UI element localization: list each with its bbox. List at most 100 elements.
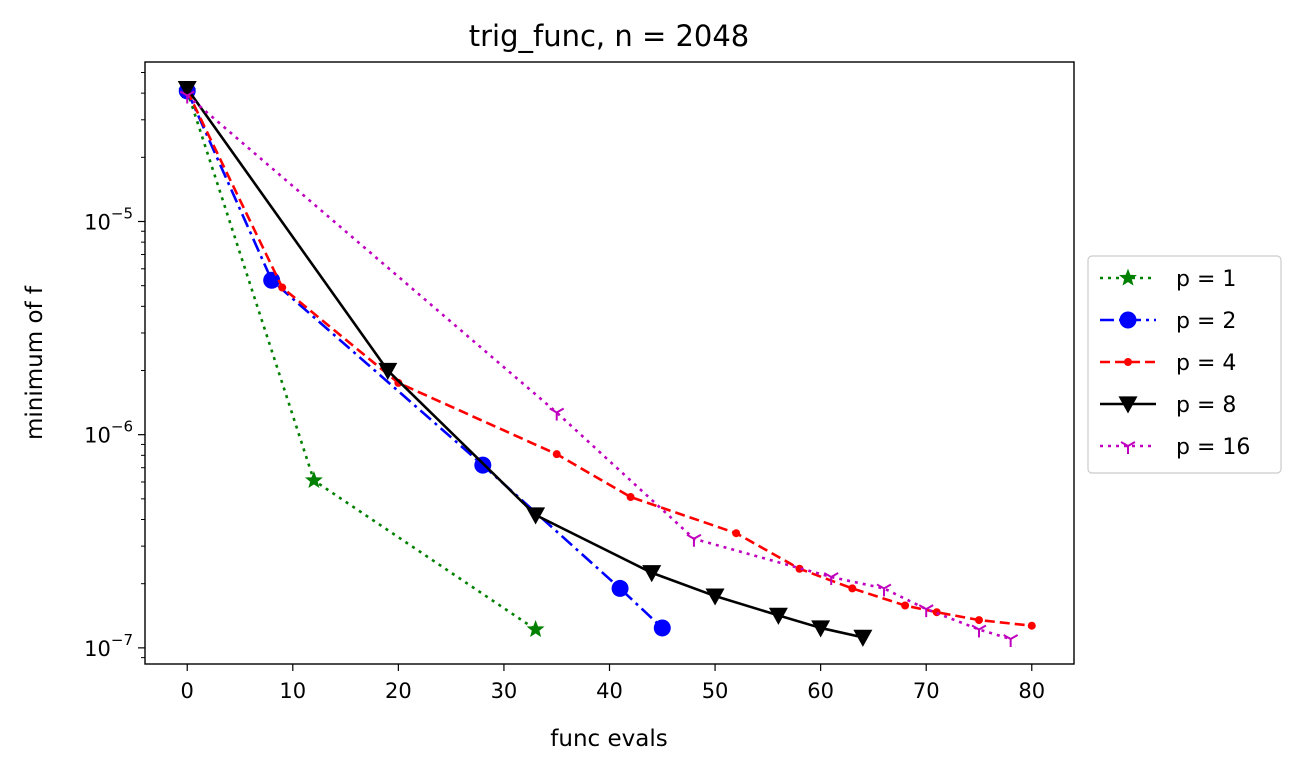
circle-marker-shape <box>611 579 629 597</box>
data-point <box>901 601 910 610</box>
y-tick-label-exponent: −6 <box>111 418 133 436</box>
legend-marker <box>1119 268 1137 286</box>
triangle-marker-shape <box>177 81 197 99</box>
point-marker-shape <box>932 608 941 617</box>
x-tick-label: 50 <box>702 679 729 703</box>
point-marker-shape <box>278 283 287 292</box>
tri-marker-arm <box>693 533 702 540</box>
legend-label: p = 16 <box>1176 435 1250 460</box>
legend-marker <box>1118 396 1138 414</box>
tri-marker-arm <box>179 90 188 97</box>
legend-item: p = 4 <box>1100 351 1236 376</box>
point-marker-shape <box>901 601 910 610</box>
series-5 <box>179 90 1019 648</box>
data-point <box>686 533 702 547</box>
data-point <box>932 608 941 617</box>
data-point <box>971 624 987 638</box>
data-point <box>626 493 635 502</box>
legend-item: p = 8 <box>1100 393 1236 418</box>
data-point <box>974 616 983 625</box>
triangle-marker-shape <box>526 507 546 525</box>
data-point <box>549 407 565 421</box>
point-marker-shape <box>1124 358 1132 366</box>
legend: p = 1 p = 2 p = 4 p = 8 p = 16 <box>1087 255 1282 474</box>
point-marker-shape <box>1027 621 1036 630</box>
data-point <box>1027 621 1036 630</box>
data-point <box>378 362 398 381</box>
point-marker-shape <box>795 564 804 573</box>
data-point <box>848 584 857 593</box>
tri-marker-arm <box>925 604 934 610</box>
legend-label: p = 8 <box>1176 393 1236 418</box>
y-tick-label: 10−5 <box>84 204 133 234</box>
series-3 <box>183 86 1036 630</box>
x-tick-label: 30 <box>491 679 518 703</box>
axes-frame <box>144 61 1075 665</box>
legend-label: p = 1 <box>1176 267 1236 292</box>
series-layer <box>177 81 1036 648</box>
data-point <box>263 271 281 289</box>
y-tick-label-base: 10 <box>84 637 111 661</box>
data-point <box>179 90 195 104</box>
tri-marker-arm <box>830 572 839 578</box>
data-point <box>705 588 725 606</box>
data-point <box>642 565 662 583</box>
point-marker-shape <box>394 378 403 387</box>
point-marker-shape <box>552 450 561 459</box>
y-tick-label: 10−7 <box>84 631 133 661</box>
circle-marker-shape <box>653 619 671 637</box>
point-marker-shape <box>974 616 983 625</box>
data-point <box>394 378 403 387</box>
data-point <box>1003 634 1019 648</box>
legend-marker <box>1119 311 1137 329</box>
triangle-marker-shape <box>811 620 831 638</box>
tri-marker-arm <box>823 572 832 578</box>
y-tick-label: 10−6 <box>84 418 133 448</box>
x-axis-label: func evals <box>550 726 667 752</box>
tri-marker-arm <box>1003 634 1012 640</box>
data-point <box>611 579 629 597</box>
tri-marker-arm <box>883 583 892 590</box>
tri-marker-arm <box>686 533 695 540</box>
data-point <box>177 81 197 99</box>
data-point <box>552 450 561 459</box>
series-4 <box>177 81 873 647</box>
y-tick-label-base: 10 <box>84 424 111 448</box>
x-tick-label: 40 <box>596 679 623 703</box>
triangle-marker-shape <box>853 629 873 647</box>
triangle-marker-shape <box>642 565 662 583</box>
series-line <box>186 90 1032 628</box>
tri-marker-arm <box>876 583 885 590</box>
triangle-marker-shape <box>1118 396 1138 414</box>
y-tick-label-exponent: −5 <box>111 204 133 222</box>
data-point <box>823 572 839 585</box>
chart-title: trig_func, n = 2048 <box>469 19 750 53</box>
legend-label: p = 4 <box>1176 351 1236 376</box>
tri-marker-arm <box>186 90 195 97</box>
point-marker-shape <box>626 493 635 502</box>
data-point <box>278 283 287 292</box>
triangle-marker-shape <box>378 362 398 381</box>
legend-item: p = 2 <box>1100 309 1236 334</box>
data-point <box>526 507 546 525</box>
data-point <box>526 620 545 638</box>
circle-marker-shape <box>1119 311 1137 329</box>
data-point <box>876 583 892 597</box>
tri-marker-arm <box>1010 634 1019 640</box>
tri-marker-arm <box>971 624 980 631</box>
data-point <box>811 620 831 638</box>
series-line <box>186 94 1012 641</box>
x-tick-label: 80 <box>1018 679 1045 703</box>
triangle-marker-shape <box>705 588 725 606</box>
data-point <box>853 629 873 647</box>
tri-marker-arm <box>1127 441 1136 447</box>
data-point <box>732 529 741 538</box>
tri-marker-arm <box>1120 441 1129 447</box>
x-tick-label: 70 <box>913 679 940 703</box>
x-tick-label: 0 <box>181 679 194 703</box>
circle-marker-shape <box>263 271 281 289</box>
x-tick-label: 10 <box>279 679 306 703</box>
x-tick-label: 20 <box>385 679 412 703</box>
data-point <box>918 604 934 618</box>
